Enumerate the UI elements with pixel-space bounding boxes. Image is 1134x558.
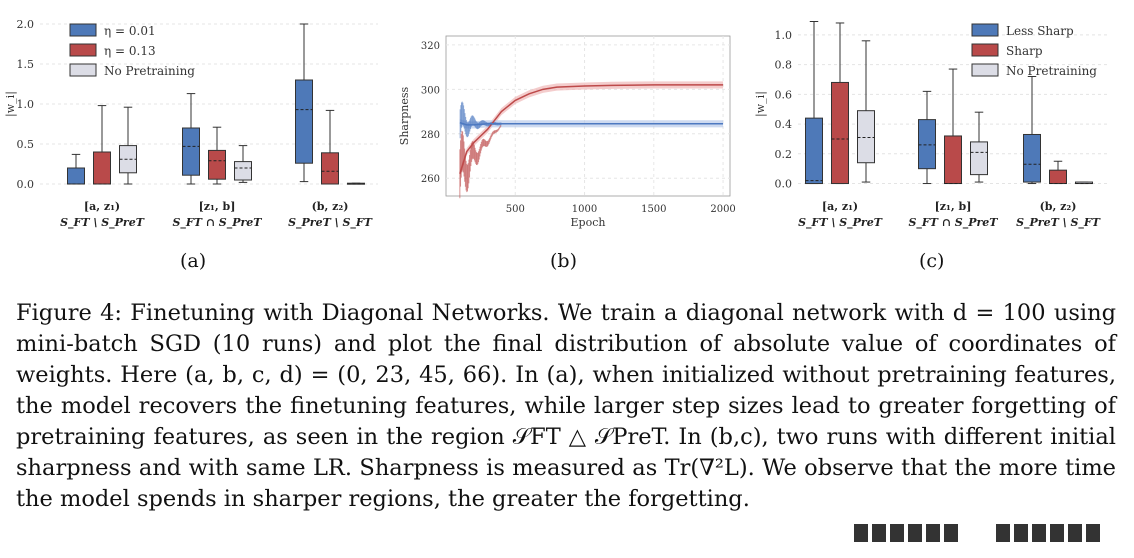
group-label-bottom: S_FT \ S_PreT	[60, 216, 145, 230]
box	[1049, 169, 1067, 185]
box	[831, 81, 849, 185]
x-tick-label: 2000	[710, 204, 735, 215]
group-label-top: (b, z₂)	[1040, 200, 1077, 213]
group-label-bottom: S_FT \ S_PreT	[798, 216, 883, 230]
caption-text: Figure 4: Finetuning with Diagonal Netwo…	[16, 300, 1116, 512]
y-axis-label: |w_i|	[754, 91, 768, 117]
box	[67, 167, 85, 185]
legend-swatch	[971, 63, 999, 77]
panel-label-b: (b)	[550, 250, 577, 272]
y-tick-label: 1.0	[17, 98, 35, 111]
box-chart-a: 0.0 0.5 1.0 1.5 2.0 |w_i| [a, z₁) S_FT \ S_PreT…	[4, 18, 378, 230]
y-tick-label: 1.0	[775, 29, 793, 42]
legend-swatch	[69, 23, 97, 37]
legend-swatch	[971, 43, 999, 57]
legend-label: η = 0.01	[104, 24, 156, 38]
watermark-logo	[846, 518, 1126, 548]
group-label-top: [z₁, b]	[935, 200, 972, 213]
y-tick-label: 320	[421, 41, 440, 52]
box	[182, 127, 200, 176]
y-tick-label: 2.0	[17, 18, 35, 31]
y-tick-label: 1.5	[17, 58, 35, 71]
y-tick-label: 0.2	[775, 148, 793, 161]
box	[234, 161, 252, 181]
box	[970, 141, 988, 176]
series-line-sharp	[459, 84, 724, 175]
series-line-less-sharp	[459, 121, 724, 126]
legend-label: Sharp	[1006, 44, 1043, 58]
panel-a: 0.0 0.5 1.0 1.5 2.0 |w_i| [a, z₁) S_FT \ S_PreT…	[0, 0, 390, 280]
legend-swatch	[69, 43, 97, 57]
legend-swatch	[971, 23, 999, 37]
legend-label: η = 0.13	[104, 44, 156, 58]
box-chart-c: 0.0 0.2 0.4 0.6 0.8 1.0 |w_i| [a, z₁) S_FT \ S_P…	[754, 20, 1110, 230]
panel-b: 260 280 300 320 500 1000 1500 2000 Epoch Sharpnes…	[390, 0, 750, 280]
panel-c: 0.0 0.2 0.4 0.6 0.8 1.0 |w_i| [a, z₁) S_FT \ S_P…	[750, 0, 1134, 280]
figure-caption: Figure 4: Finetuning with Diagonal Netwo…	[16, 298, 1116, 515]
box	[93, 151, 111, 185]
y-tick-label: 0.8	[775, 59, 793, 72]
y-axis-label: Sharpness	[398, 86, 411, 145]
group-label-top: [a, z₁)	[84, 200, 120, 213]
y-axis-label: |w_i|	[4, 91, 18, 117]
panel-label-c: (c)	[919, 250, 945, 272]
legend-label: No Pretraining	[1006, 64, 1097, 78]
box	[857, 110, 875, 164]
group-label-bottom: S_PreT \ S_FT	[288, 216, 373, 230]
y-tick-label: 0.0	[775, 178, 793, 191]
box	[208, 149, 226, 180]
y-tick-label: 0.5	[17, 138, 35, 151]
x-axis-label: Epoch	[571, 216, 606, 229]
panel-label-a: (a)	[180, 250, 207, 272]
y-tick-label: 0.6	[775, 88, 793, 101]
line-chart-b: 260 280 300 320 500 1000 1500 2000 Epoch Sharpnes…	[398, 35, 736, 229]
x-tick-label: 1000	[572, 204, 597, 215]
box	[805, 117, 823, 185]
y-tick-label: 0.4	[775, 118, 793, 131]
box	[1075, 181, 1093, 185]
group-label-bottom: S_FT ∩ S_PreT	[908, 216, 998, 230]
y-tick-label: 300	[421, 85, 440, 96]
box	[918, 119, 936, 170]
box	[944, 135, 962, 185]
group-label-top: [z₁, b]	[199, 200, 236, 213]
group-label-bottom: S_PreT \ S_FT	[1016, 216, 1101, 230]
y-tick-label: 280	[421, 130, 440, 141]
y-tick-label: 260	[421, 174, 440, 185]
plot-frame	[445, 35, 731, 197]
group-label-top: (b, z₂)	[312, 200, 349, 213]
group-label-top: [a, z₁)	[822, 200, 858, 213]
y-tick-label: 0.0	[17, 178, 35, 191]
legend-label: Less Sharp	[1006, 24, 1074, 38]
legend-swatch	[69, 63, 97, 77]
confidence-band	[459, 81, 724, 178]
x-tick-label: 1500	[641, 204, 666, 215]
box	[1023, 133, 1041, 183]
box	[295, 79, 313, 164]
group-label-bottom: S_FT ∩ S_PreT	[172, 216, 262, 230]
x-tick-label: 500	[506, 204, 525, 215]
legend-label: No Pretraining	[104, 64, 195, 78]
box	[321, 152, 339, 185]
